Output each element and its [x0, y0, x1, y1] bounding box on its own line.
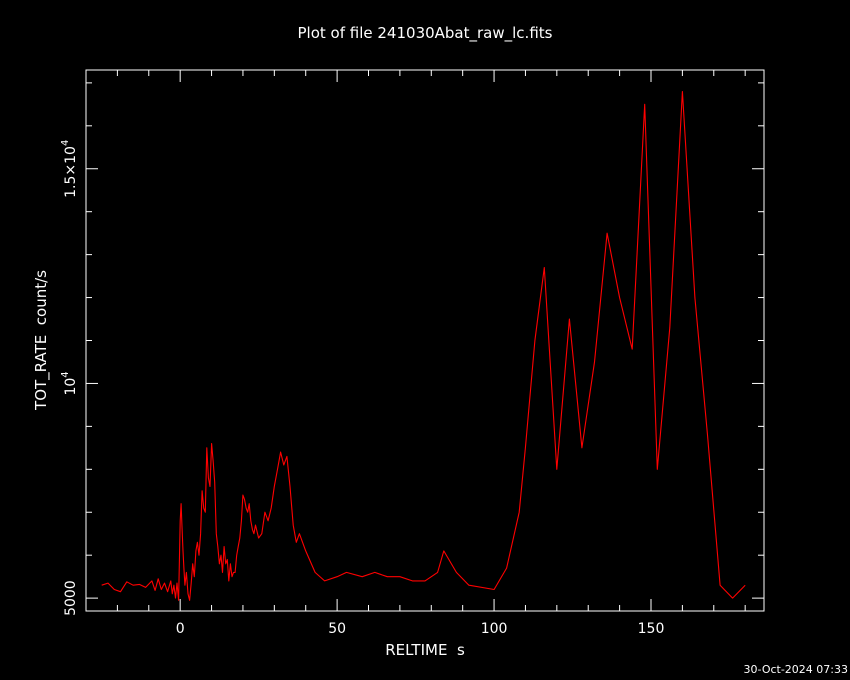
chart-title: Plot of file 241030Abat_raw_lc.fits [298, 24, 553, 43]
x-tick-labels: 0 50 100 150 [176, 621, 665, 637]
y-tick-labels: 5000 104 1.5×104 [60, 140, 79, 616]
y-tick-label: 5000 [63, 580, 79, 616]
x-tick-label: 0 [176, 621, 185, 637]
x-tick-label: 50 [328, 621, 346, 637]
y-axis-label: TOT_RATE count/s [32, 270, 51, 411]
x-tick-label: 150 [638, 621, 665, 637]
x-axis-label: RELTIME s [385, 641, 465, 659]
y-tick-label: 104 [60, 371, 79, 395]
x-tick-label: 100 [481, 621, 508, 637]
timestamp: 30-Oct-2024 07:33 [744, 663, 848, 676]
series-line [101, 90, 746, 601]
plot-frame [85, 69, 765, 612]
y-tick-label: 1.5×104 [60, 140, 79, 198]
axis-ticks [86, 70, 764, 611]
